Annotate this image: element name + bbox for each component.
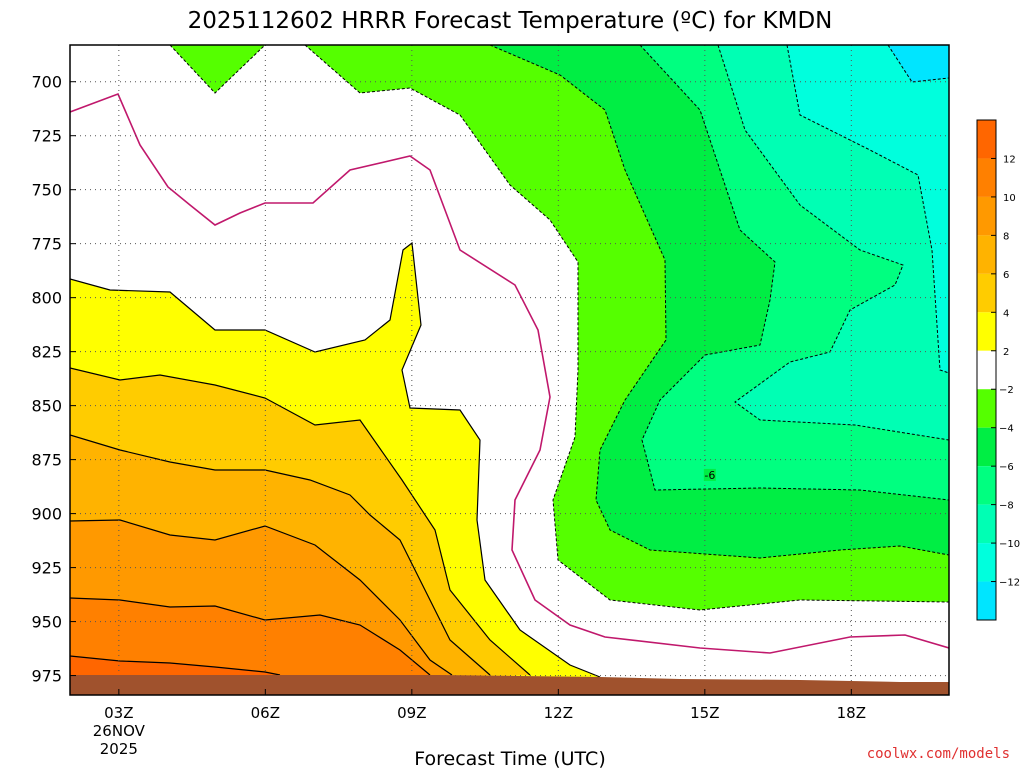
colorbar-tick-label: 6 <box>1003 270 1009 281</box>
x-tick-date: 26NOV <box>93 722 146 740</box>
x-tick-label-18Z: 18Z <box>837 704 866 722</box>
contour-label-bg <box>703 468 716 481</box>
fill-band-minus-10-to-minus-12 <box>787 45 949 373</box>
zero-degree-contour <box>70 92 949 654</box>
colorbar-bin-12 <box>977 581 996 620</box>
y-tick-label-875: 875 <box>31 451 62 470</box>
x-tick-year: 2025 <box>100 740 138 758</box>
colorbar-bin-0 <box>977 120 996 159</box>
colorbar-bin-10 <box>977 504 996 544</box>
colorbar-tick-label: −2 <box>999 385 1014 396</box>
y-tick-label-900: 900 <box>31 505 62 524</box>
colorbar: 12 10 8 6 4 2 −2 −4 −6 −8 −10 −12 <box>976 119 1020 621</box>
colorbar-tick-label: 10 <box>1003 193 1016 204</box>
contour-line-minus-2 <box>169 45 949 611</box>
plot-area <box>70 45 949 695</box>
y-tick-label-750: 750 <box>31 181 62 200</box>
colorbar-bin-1 <box>977 158 996 197</box>
colorbar-tick-label: 2 <box>1003 347 1009 358</box>
colorbar-bin-11 <box>977 543 996 582</box>
chart-title: 2025112602 HRRR Forecast Temperature (ºC… <box>188 8 833 34</box>
colorbar-tick-label: 4 <box>1003 308 1009 319</box>
y-tick-label-975: 975 <box>31 667 62 686</box>
plot-frame <box>69 44 950 696</box>
contour-line-8 <box>70 519 453 676</box>
colorbar-bin-5 <box>977 312 996 351</box>
contour-line-minus-8 <box>717 45 949 441</box>
y-tick-label-725: 725 <box>31 127 62 146</box>
y-tick-label-775: 775 <box>31 235 62 254</box>
colorbar-tick-label: 12 <box>1003 154 1016 165</box>
terrain-surface <box>70 675 949 695</box>
contour-line-12 <box>70 655 281 676</box>
colorbar-bin-7 <box>977 389 996 428</box>
cold-contour-lines <box>169 45 949 611</box>
colorbar-tick-label: −4 <box>999 424 1014 435</box>
credit-text: coolwx.com/models <box>867 746 1010 762</box>
y-tick-label-800: 800 <box>31 289 62 308</box>
contour-line-4 <box>70 367 531 676</box>
x-tick-label-12Z: 12Z <box>544 704 573 722</box>
gridlines <box>70 45 949 695</box>
colorbar-tick-label: −6 <box>999 462 1014 473</box>
colorbar-tick-label: 8 <box>1003 231 1009 242</box>
colorbar-tick-label: −10 <box>999 539 1020 550</box>
y-tick-label-850: 850 <box>31 397 62 416</box>
contour-line-minus-4 <box>489 45 949 559</box>
colorbar-bin-2 <box>977 196 996 236</box>
contour-line-6 <box>70 434 491 676</box>
x-tick-label-06Z: 06Z <box>251 704 280 722</box>
colorbar-bin-8 <box>977 427 996 467</box>
y-axis: 700 725 750 775 800 825 850 875 900 925 950 975 <box>31 73 76 686</box>
y-tick-label-925: 925 <box>31 559 62 578</box>
x-tick-label-03Z: 03Z <box>104 704 133 722</box>
x-tick-label-15Z: 15Z <box>690 704 719 722</box>
contour-labels: -6 <box>703 468 716 482</box>
colorbar-tick-label: −8 <box>999 501 1014 512</box>
contour-line-2 <box>70 241 601 678</box>
colorbar-frame <box>976 119 997 621</box>
colorbar-bin-3 <box>977 235 996 274</box>
x-tick-label-09Z: 09Z <box>397 704 426 722</box>
colorbar-bin-9 <box>977 466 996 505</box>
contour-label: -6 <box>704 469 715 482</box>
contour-line-minus-10 <box>786 45 949 374</box>
fill-band-below-minus-12 <box>888 45 949 82</box>
y-tick-label-700: 700 <box>31 73 62 92</box>
y-tick-label-825: 825 <box>31 343 62 362</box>
x-axis-label: Forecast Time (UTC) <box>414 748 605 768</box>
colorbar-tick-label: −12 <box>999 578 1020 589</box>
y-tick-label-950: 950 <box>31 613 62 632</box>
colorbar-bin-4 <box>977 273 996 313</box>
colorbar-bin-6 <box>977 350 996 390</box>
